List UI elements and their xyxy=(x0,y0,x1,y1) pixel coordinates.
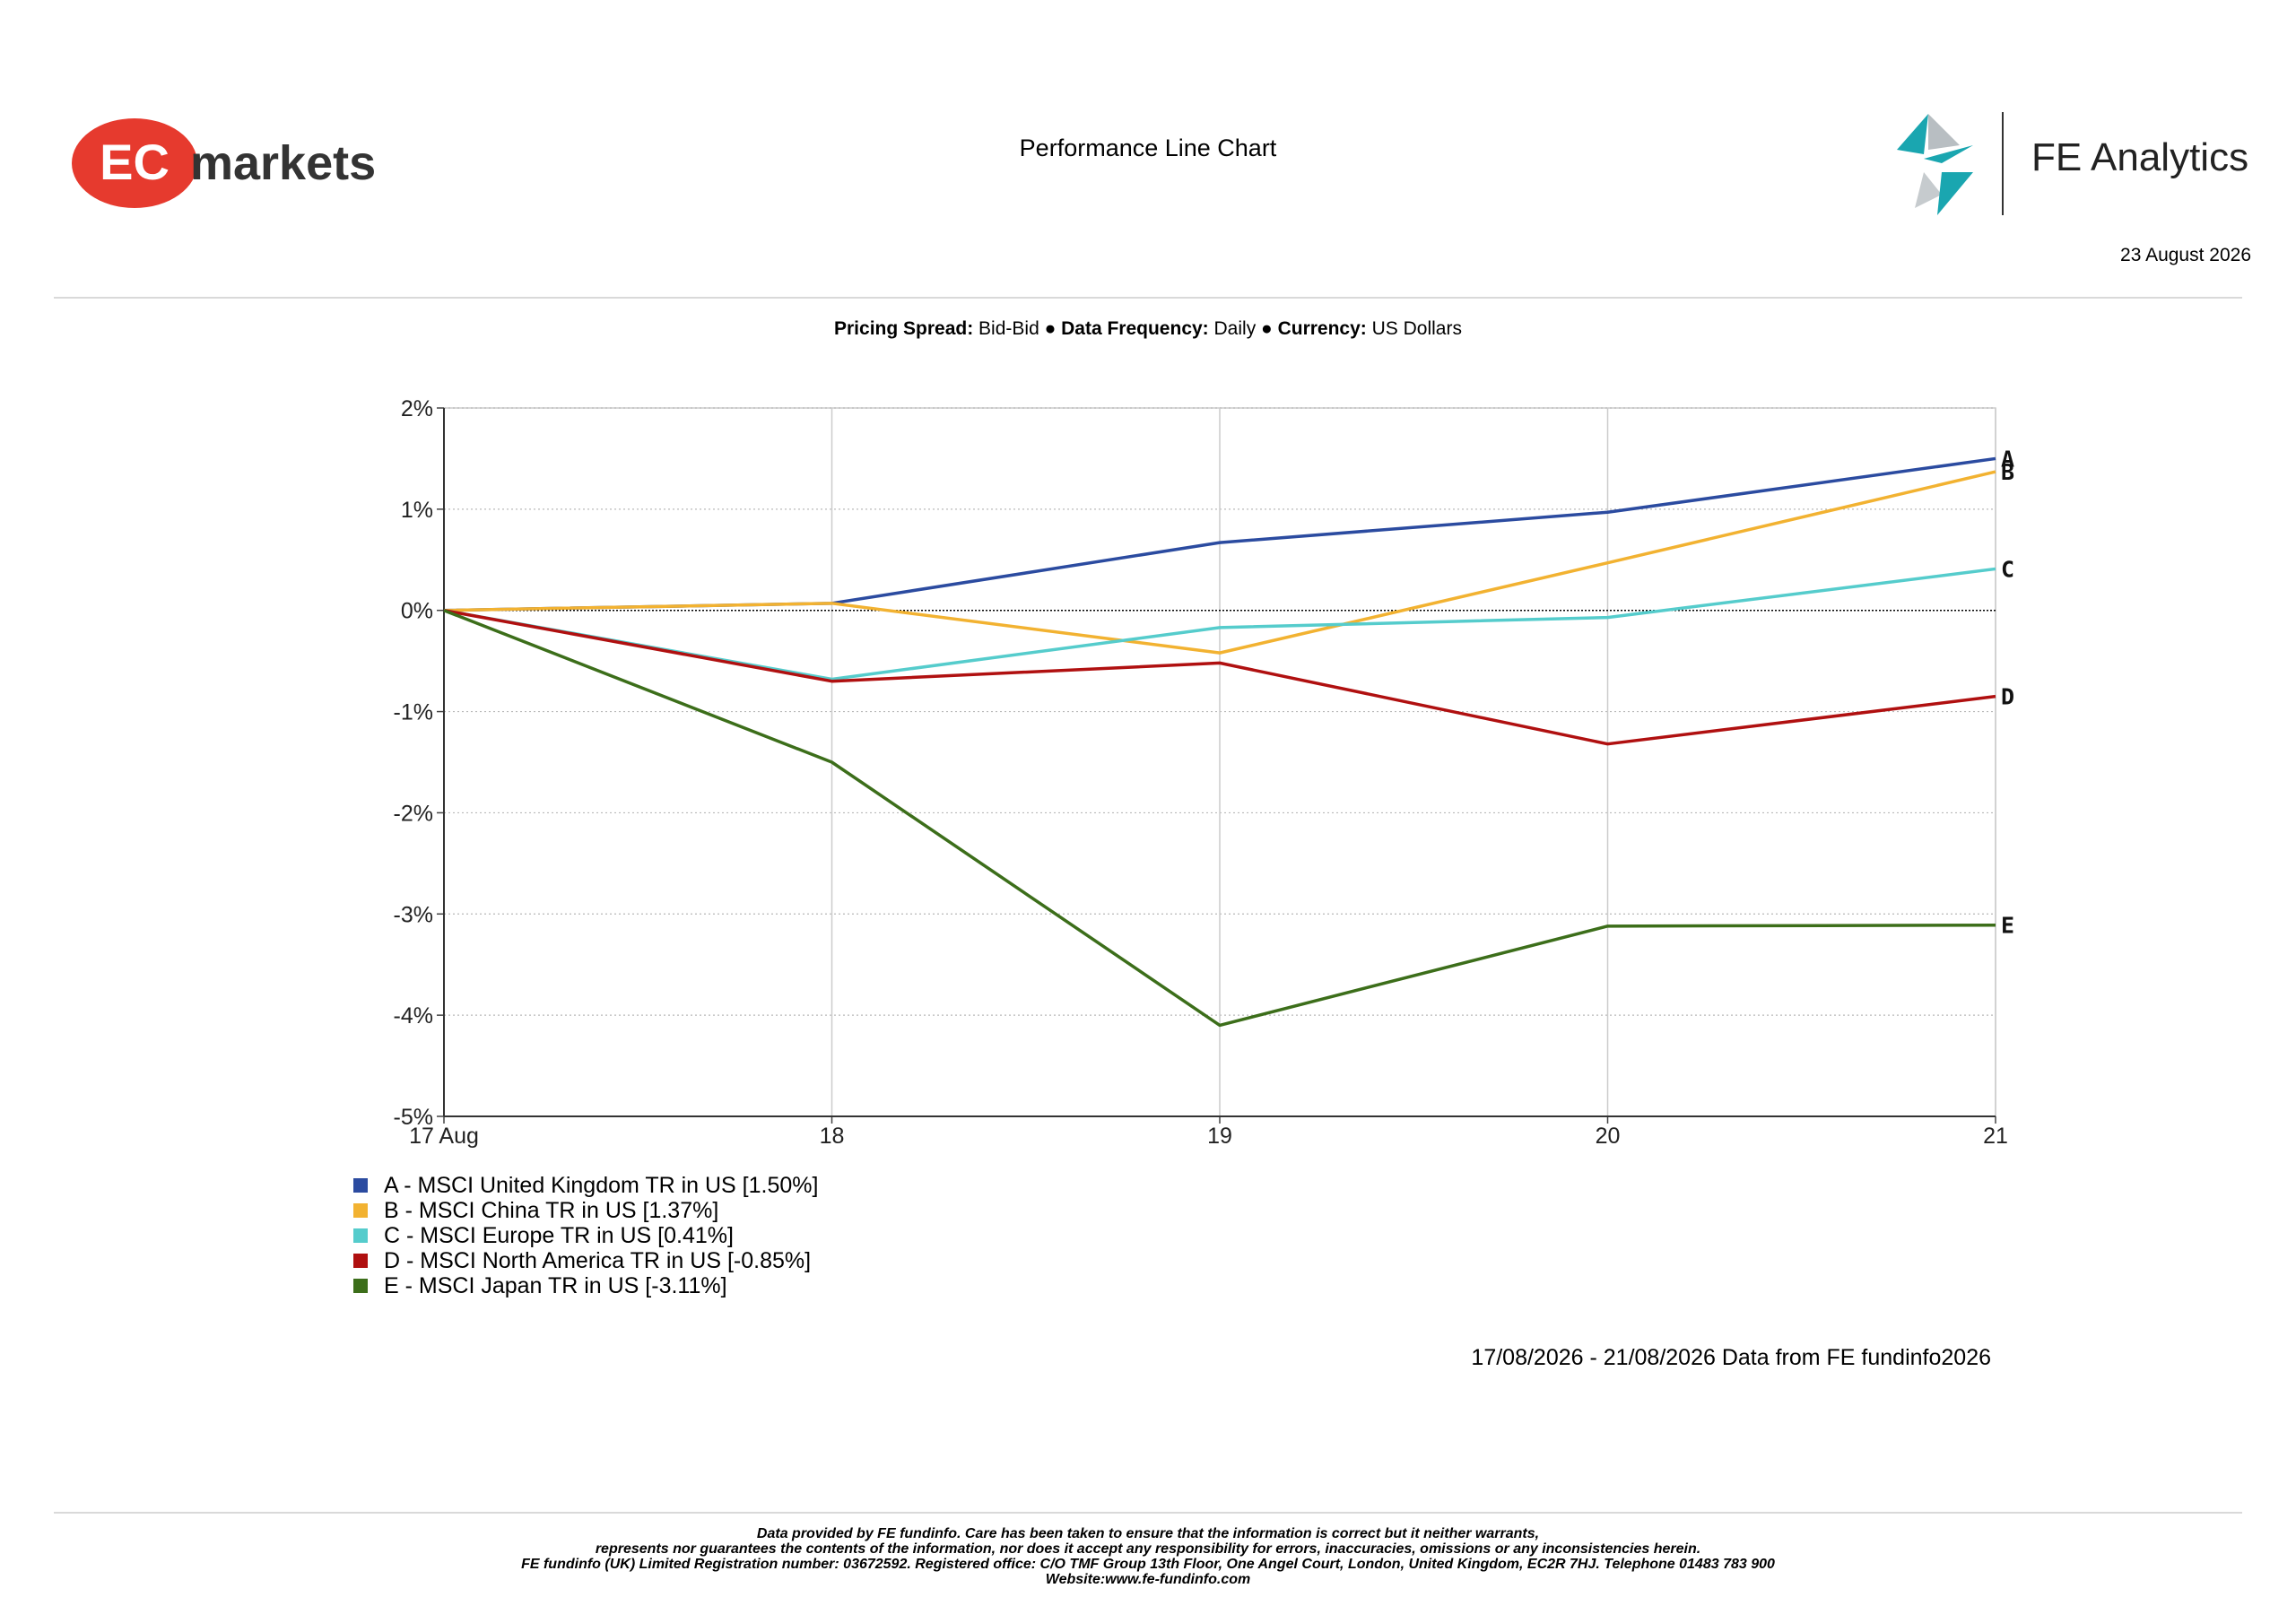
legend-label: B - MSCI China TR in US [1.37%] xyxy=(384,1198,719,1223)
y-tick-label: 2% xyxy=(401,396,433,421)
fe-logo-shape-4 xyxy=(1915,172,1942,208)
currency-value: US Dollars xyxy=(1371,318,1462,339)
separator-dot: ● xyxy=(1261,318,1273,339)
y-tick-label: 0% xyxy=(401,599,433,624)
series-end-label-a: A xyxy=(2001,446,2014,472)
currency-label: Currency: xyxy=(1277,318,1367,339)
fe-logo-shape-5 xyxy=(1937,172,1973,215)
chart-settings: Pricing Spread: Bid-Bid ● Data Frequency… xyxy=(0,318,2296,340)
separator-dot: ● xyxy=(1044,318,1057,339)
legend-label: A - MSCI United Kingdom TR in US [1.50%] xyxy=(384,1173,819,1198)
fe-logo-shape-3 xyxy=(1924,145,1973,163)
series-end-label-e: E xyxy=(2001,913,2014,939)
disclaimer-line: represents nor guarantees the contents o… xyxy=(595,1541,1701,1557)
legend-swatch xyxy=(353,1254,368,1268)
x-tick-label: 20 xyxy=(1596,1124,1621,1149)
chart-legend: A - MSCI United Kingdom TR in US [1.50%]… xyxy=(353,1173,818,1298)
fe-logo-shape-2 xyxy=(1928,114,1960,150)
pricing-spread-label: Pricing Spread: xyxy=(834,318,974,339)
fe-logo-divider xyxy=(2002,112,2004,215)
performance-line-chart: 2% 1% 0% -1% -2% -3% -4% -5%17 Aug 18 19 20 21 AB C D E xyxy=(394,396,2015,1149)
series-end-label-c: C xyxy=(2001,556,2014,582)
y-tick-label: -4% xyxy=(394,1003,433,1028)
series-end-label-d: D xyxy=(2001,684,2014,710)
legend-item: C - MSCI Europe TR in US [0.41%] xyxy=(353,1223,818,1248)
fe-logo-wordmark: FE Analytics xyxy=(2031,135,2248,179)
ec-logo-badge: EC xyxy=(100,134,170,190)
disclaimer-line: FE fundinfo (UK) Limited Registration nu… xyxy=(521,1557,1775,1572)
fe-logo-shape-1 xyxy=(1897,114,1928,154)
pricing-spread-value: Bid-Bid xyxy=(978,318,1039,339)
source-note: 17/08/2026 - 21/08/2026 Data from FE fun… xyxy=(1471,1345,1991,1370)
series-line-b xyxy=(443,470,1996,655)
y-tick-label: -3% xyxy=(394,902,433,927)
legend-item: E - MSCI Japan TR in US [-3.11%] xyxy=(353,1273,818,1298)
x-tick-label: 19 xyxy=(1207,1124,1232,1149)
fe-analytics-logo: FE Analytics xyxy=(1897,112,2248,215)
ec-markets-logo: EC markets xyxy=(72,118,376,208)
legend-label: E - MSCI Japan TR in US [-3.11%] xyxy=(384,1273,727,1298)
x-tick-label: 21 xyxy=(1983,1124,2008,1149)
legend-swatch xyxy=(353,1228,368,1243)
legend-swatch xyxy=(353,1178,368,1193)
y-tick-label: 1% xyxy=(401,498,433,523)
x-tick-label: 17 Aug xyxy=(409,1124,479,1149)
legend-item: B - MSCI China TR in US [1.37%] xyxy=(353,1198,818,1223)
y-tick-label: -1% xyxy=(394,700,433,725)
ec-logo-wordmark: markets xyxy=(190,136,376,190)
legend-item: A - MSCI United Kingdom TR in US [1.50%] xyxy=(353,1173,818,1198)
legend-swatch xyxy=(353,1279,368,1293)
data-frequency-value: Daily xyxy=(1213,318,1257,339)
header-divider xyxy=(54,297,2242,299)
disclaimer: Data provided by FE fundinfo. Care has b… xyxy=(0,1526,2296,1587)
report-title: Performance Line Chart xyxy=(1019,135,1277,161)
legend-item: D - MSCI North America TR in US [-0.85%] xyxy=(353,1248,818,1273)
legend-label: D - MSCI North America TR in US [-0.85%] xyxy=(384,1248,812,1273)
series-end-label-b: B xyxy=(2001,459,2014,485)
y-tick-label: -2% xyxy=(394,801,433,826)
data-frequency-label: Data Frequency: xyxy=(1061,318,1209,339)
legend-swatch xyxy=(353,1203,368,1218)
legend-label: C - MSCI Europe TR in US [0.41%] xyxy=(384,1223,734,1248)
ec-logo-circle xyxy=(72,118,197,208)
disclaimer-line: Data provided by FE fundinfo. Care has b… xyxy=(756,1526,1540,1541)
report-date: 23 August 2026 xyxy=(2120,245,2251,265)
disclaimer-line: Website:www.fe-fundinfo.com xyxy=(1045,1572,1251,1587)
footer-divider xyxy=(54,1512,2242,1514)
series-line-e xyxy=(443,609,1996,1028)
x-tick-label: 18 xyxy=(820,1124,845,1149)
series-line-d xyxy=(443,608,1996,746)
y-tick-label: -5% xyxy=(394,1105,433,1130)
